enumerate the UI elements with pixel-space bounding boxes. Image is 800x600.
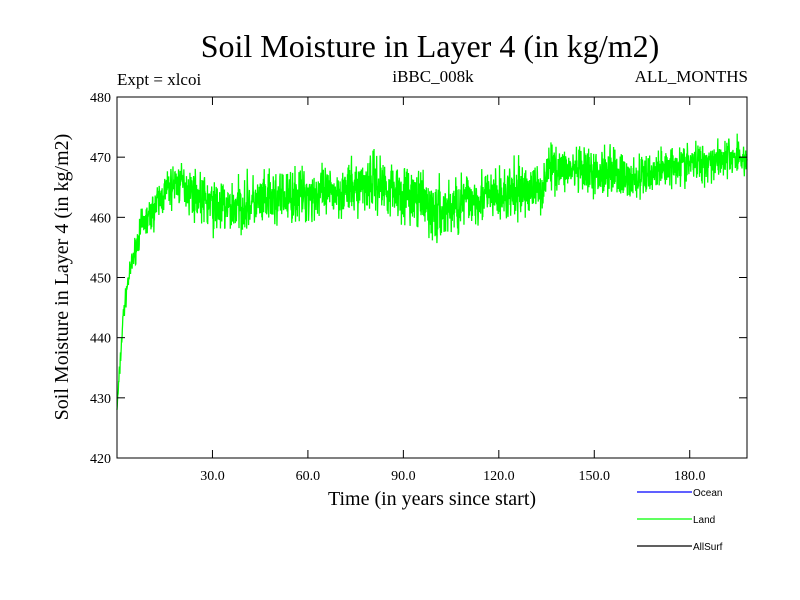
- subtitle-left: Expt = xlcoi: [117, 70, 201, 89]
- x-axis-label: Time (in years since start): [328, 488, 536, 510]
- legend-label-land: Land: [693, 515, 715, 526]
- x-tick-label: 150.0: [579, 469, 611, 484]
- legend: Ocean Land AllSurf: [637, 488, 723, 553]
- x-tick-label: 60.0: [296, 469, 321, 484]
- y-axis-label: Soil Moisture in Layer 4 (in kg/m2): [51, 134, 73, 421]
- axes: 420 430 440 450 460 470 480 30.0 60.0 90.0 120.0 15…: [90, 91, 747, 484]
- y-tick-label: 450: [90, 272, 111, 287]
- y-tick-label: 440: [90, 332, 111, 347]
- x-tick-label: 30.0: [200, 469, 225, 484]
- y-tick-label: 470: [90, 151, 111, 166]
- chart-title: Soil Moisture in Layer 4 (in kg/m2): [201, 28, 660, 64]
- plot-frame: [116, 96, 748, 459]
- subtitle-right: ALL_MONTHS: [635, 67, 748, 86]
- x-tick-label: 120.0: [483, 469, 515, 484]
- legend-label-ocean: Ocean: [693, 488, 722, 499]
- subtitle-center: iBBC_008k: [392, 67, 474, 86]
- y-tick-label: 420: [90, 452, 111, 467]
- series-line-land: [116, 133, 748, 410]
- y-tick-label: 480: [90, 91, 111, 106]
- x-tick-label: 180.0: [674, 469, 706, 484]
- y-tick-label: 430: [90, 392, 111, 407]
- x-tick-label: 90.0: [391, 469, 416, 484]
- plot-area: [116, 133, 748, 410]
- legend-label-allsurf: AllSurf: [693, 542, 723, 553]
- y-tick-label: 460: [90, 211, 111, 226]
